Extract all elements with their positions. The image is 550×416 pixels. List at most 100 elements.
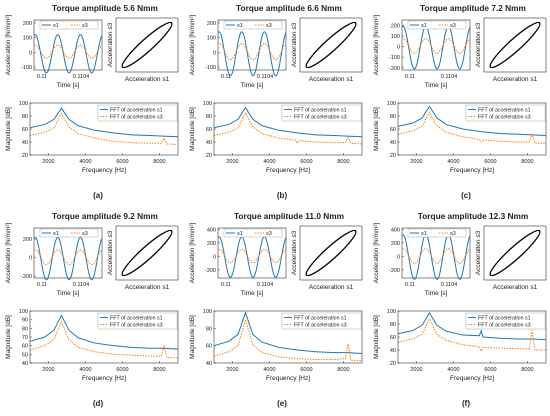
x-tick-label: 0.11 bbox=[37, 282, 47, 288]
fft-x-axis-label: Frequency [Hz] bbox=[266, 375, 310, 382]
fft-legend-label-s1: FFT of acceleration s1 bbox=[294, 316, 347, 322]
panel-title: Torque amplitude 7.2 Nmm bbox=[420, 3, 526, 13]
y-tick-label: -200 bbox=[21, 274, 32, 280]
panel-caption: (f) bbox=[462, 399, 470, 408]
loop-plot-axes bbox=[299, 225, 363, 281]
x-tick-label: 6000 bbox=[300, 367, 312, 373]
series-line-s1 bbox=[33, 34, 103, 74]
fft-legend-label-s1: FFT of acceleration s1 bbox=[478, 316, 531, 322]
fft-legend-label-s3: FFT of acceleration s3 bbox=[294, 323, 347, 329]
panel-title: Torque amplitude 9.2 Nmm bbox=[52, 211, 158, 221]
time-plot: -100 0 100 200 s1 s3 0.11 0.1104 Time [s] Acceler… bbox=[5, 14, 103, 89]
series-line-s1 bbox=[217, 236, 287, 278]
x-tick-label: 0.11 bbox=[405, 282, 415, 288]
y-tick-label: 40 bbox=[206, 140, 212, 146]
series-line-s1 bbox=[217, 31, 287, 77]
y-tick-label: 40 bbox=[206, 361, 212, 367]
x-tick-label: 0.1104 bbox=[441, 74, 457, 80]
fft-legend bbox=[465, 104, 546, 122]
y-tick-label: 200 bbox=[391, 241, 400, 247]
time-x-axis-label: Time [s] bbox=[425, 82, 448, 89]
fft-series-line bbox=[397, 111, 546, 144]
x-tick-label: 8000 bbox=[521, 159, 533, 165]
y-tick-label: 40 bbox=[390, 348, 396, 354]
fft-x-axis-label: Frequency [Hz] bbox=[82, 167, 126, 174]
y-tick-label: 60 bbox=[390, 335, 396, 341]
fft-legend-label-s1: FFT of acceleration s1 bbox=[110, 108, 163, 114]
legend-label-s3: s3 bbox=[450, 23, 456, 29]
fft-plot: 40 50 60 70 80 90 100 2000 4000 6000 8000 FFT of ac… bbox=[5, 309, 179, 382]
series-line-s1 bbox=[401, 234, 471, 280]
legend-label-s1: s1 bbox=[237, 231, 243, 237]
y-tick-label: -100 bbox=[205, 65, 216, 71]
series-line-s1 bbox=[33, 236, 103, 281]
loop-plot: Acceleration s1 Acceleration s3 bbox=[475, 17, 547, 83]
y-tick-label: 0 bbox=[397, 45, 400, 51]
time-legend bbox=[407, 228, 467, 238]
fft-series-line bbox=[213, 106, 363, 138]
y-tick-label: 80 bbox=[390, 322, 396, 328]
y-tick-label: -200 bbox=[389, 268, 400, 274]
x-tick-label: 8000 bbox=[521, 367, 533, 373]
legend-label-s1: s1 bbox=[237, 23, 243, 29]
x-tick-label: 0.1104 bbox=[257, 282, 273, 288]
y-tick-label: 100 bbox=[391, 34, 400, 40]
loop-curve bbox=[121, 21, 173, 69]
fft-y-axis-label: Magnitude [dB] bbox=[373, 315, 380, 359]
y-tick-label: 200 bbox=[23, 21, 32, 27]
fft-series-line bbox=[397, 105, 547, 136]
time-y-axis-label: Acceleration [N/mm²] bbox=[373, 222, 380, 283]
panel-caption: (d) bbox=[93, 399, 104, 408]
fft-legend bbox=[465, 312, 546, 330]
y-tick-label: 80 bbox=[22, 326, 28, 332]
fft-y-axis-label: Magnitude [dB] bbox=[5, 315, 12, 359]
loop-y-axis-label: Acceleration s3 bbox=[475, 22, 482, 67]
y-tick-label: 400 bbox=[207, 227, 216, 233]
y-tick-label: 90 bbox=[22, 318, 28, 324]
time-x-axis-label: Time [s] bbox=[57, 290, 80, 297]
fft-series-line bbox=[29, 314, 179, 350]
y-tick-label: 100 bbox=[19, 101, 28, 107]
y-tick-label: 100 bbox=[23, 36, 32, 42]
panel-c: Torque amplitude 7.2 Nmm -200 -100 0 100 200 s… bbox=[373, 3, 547, 200]
y-tick-label: -200 bbox=[205, 268, 216, 274]
y-tick-label: -200 bbox=[389, 66, 400, 72]
y-tick-label: 80 bbox=[206, 114, 212, 120]
fft-legend bbox=[281, 104, 362, 122]
y-tick-label: 0 bbox=[397, 254, 400, 260]
x-tick-label: 8000 bbox=[153, 367, 165, 373]
panel-caption: (b) bbox=[277, 191, 288, 200]
panel-title: Torque amplitude 11.0 Nmm bbox=[234, 211, 344, 221]
loop-x-axis-label: Acceleration s1 bbox=[493, 76, 538, 83]
loop-x-axis-label: Acceleration s1 bbox=[309, 76, 354, 83]
x-tick-label: 6000 bbox=[484, 367, 496, 373]
y-tick-label: 20 bbox=[22, 153, 28, 159]
time-legend bbox=[223, 228, 283, 238]
time-plot: -200 0 200 400 s1 s3 0.11 0.1104 Time [s] Acceler… bbox=[373, 222, 471, 297]
time-plot: -200 0 200 400 s1 s3 0.11 0.1104 Time [s] Acceler… bbox=[189, 222, 287, 297]
fft-series-line bbox=[29, 107, 179, 138]
x-tick-label: 0.1104 bbox=[257, 74, 273, 80]
loop-y-axis-label: Acceleration s3 bbox=[291, 22, 298, 67]
x-tick-label: 6000 bbox=[116, 159, 128, 165]
loop-x-axis-label: Acceleration s1 bbox=[125, 284, 170, 291]
fft-legend bbox=[97, 104, 178, 122]
fft-legend-label-s1: FFT of acceleration s1 bbox=[110, 316, 163, 322]
y-tick-label: 60 bbox=[206, 344, 212, 350]
x-tick-label: 0.11 bbox=[221, 282, 231, 288]
fft-plot: 20 40 60 80 100 2000 4000 6000 8000 FFT of accele… bbox=[373, 101, 547, 174]
fft-legend-label-s3: FFT of acceleration s3 bbox=[294, 115, 347, 121]
y-tick-label: 400 bbox=[391, 227, 400, 233]
y-tick-label: 60 bbox=[22, 344, 28, 350]
fft-legend-label-s3: FFT of acceleration s3 bbox=[110, 115, 163, 121]
y-tick-label: 0 bbox=[29, 50, 32, 56]
y-tick-label: 100 bbox=[207, 36, 216, 42]
x-tick-label: 8000 bbox=[337, 367, 349, 373]
x-tick-label: 4000 bbox=[263, 367, 275, 373]
fft-x-axis-label: Frequency [Hz] bbox=[450, 167, 494, 174]
legend-label-s1: s1 bbox=[53, 23, 59, 29]
y-tick-label: 0 bbox=[213, 254, 216, 260]
time-plot: -200 -100 0 100 200 s1 s3 0.11 0.1104 Time [s] Acc… bbox=[373, 14, 471, 89]
fft-legend-label-s3: FFT of acceleration s3 bbox=[478, 323, 531, 329]
y-tick-label: 60 bbox=[22, 127, 28, 133]
